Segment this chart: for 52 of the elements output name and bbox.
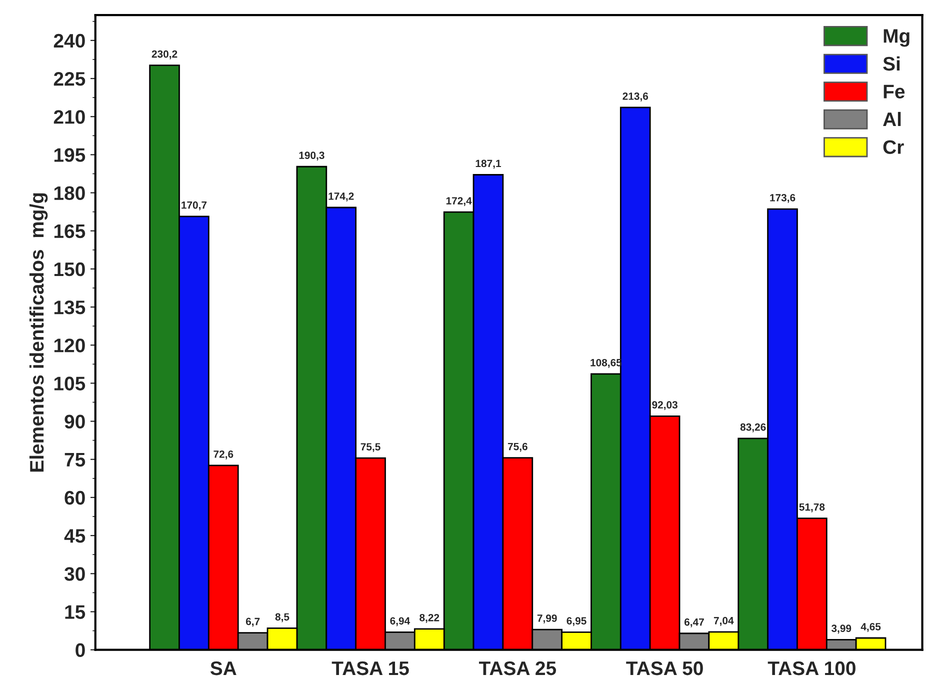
- y-tick-label: 60: [64, 490, 85, 505]
- data-label: 51,78: [799, 503, 825, 512]
- data-label: 6,7: [246, 618, 260, 627]
- data-label: 6,47: [684, 618, 704, 628]
- x-tick-label: SA: [210, 661, 236, 676]
- y-tick-label: 180: [54, 186, 85, 200]
- data-label: 75,5: [360, 443, 380, 452]
- y-tick-label: 30: [64, 567, 85, 581]
- y-axis-title: Elementos identificados mg/g: [29, 193, 48, 472]
- y-tick-label: 120: [54, 338, 85, 352]
- data-label: 8,22: [420, 614, 440, 623]
- data-label: 213,6: [622, 92, 648, 102]
- y-tick-label: 75: [64, 453, 86, 467]
- x-tick-label: TASA 50: [626, 661, 703, 676]
- y-tick-label: 210: [54, 110, 85, 124]
- data-label: 75,6: [508, 442, 528, 452]
- data-label: 170,7: [182, 201, 207, 210]
- data-label: 230,2: [152, 50, 178, 60]
- data-label: 7,99: [537, 614, 557, 624]
- legend-label: Si: [883, 56, 900, 71]
- legend-label: Mg: [884, 29, 910, 47]
- data-label: 72,6: [214, 450, 234, 460]
- legend-label: Cr: [883, 140, 904, 154]
- x-tick-label: TASA 100: [768, 661, 856, 676]
- y-tick-label: 195: [54, 148, 86, 162]
- y-tick-label: 240: [54, 34, 85, 48]
- y-tick-label: 0: [76, 643, 85, 658]
- y-tick-label: 105: [54, 376, 86, 390]
- data-label: 6,94: [390, 617, 410, 626]
- legend-label: Fe: [884, 84, 905, 98]
- y-tick-label: 90: [64, 414, 85, 429]
- data-label: 4,65: [860, 623, 881, 632]
- data-label: 83,26: [740, 423, 766, 432]
- data-label: 92,03: [652, 401, 678, 410]
- y-tick-label: 45: [64, 529, 86, 543]
- x-tick-label: TASA 15: [332, 661, 409, 676]
- data-label: 6,95: [566, 617, 586, 626]
- y-tick-label: 15: [65, 605, 86, 619]
- data-label: 8,5: [275, 613, 290, 622]
- data-label: 3,99: [831, 624, 852, 634]
- data-label: 7,04: [714, 616, 734, 626]
- data-label: 174,2: [328, 192, 354, 202]
- data-label: 172,4: [446, 197, 472, 206]
- y-tick-label: 225: [54, 72, 86, 86]
- y-tick-label: 165: [54, 224, 86, 238]
- data-label: 190,3: [299, 152, 324, 161]
- y-tick-label: 135: [54, 300, 86, 314]
- x-tick-label: TASA 25: [478, 661, 556, 676]
- legend-label: Al: [883, 112, 901, 126]
- data-label: 187,1: [476, 160, 501, 169]
- data-label: 173,6: [770, 194, 796, 203]
- y-tick-label: 150: [54, 262, 85, 276]
